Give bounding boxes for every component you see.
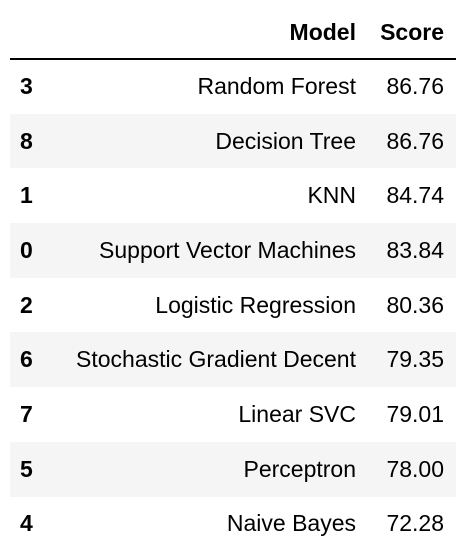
column-header-model: Model [50, 6, 368, 60]
table-row: 8 Decision Tree 86.76 [10, 113, 456, 169]
table-row: 1 KNN 84.74 [10, 168, 456, 223]
model-cell: Linear SVC [238, 400, 356, 427]
row-index: 6 [20, 346, 33, 373]
index-header [10, 6, 50, 60]
table-row: 2 Logistic Regression 80.36 [10, 278, 456, 333]
row-index: 4 [20, 510, 33, 537]
table-row: 0 Support Vector Machines 83.84 [10, 223, 456, 278]
table-row: 5 Perceptron 78.00 [10, 441, 456, 497]
score-cell: 79.35 [386, 346, 444, 373]
table-row: 6 Stochastic Gradient Decent 79.35 [10, 332, 456, 388]
score-cell: 79.01 [386, 400, 444, 427]
table-row: 4 Naive Bayes 72.28 [10, 497, 456, 552]
header-row: Model Score [10, 6, 456, 60]
score-cell: 83.84 [386, 236, 444, 263]
score-cell: 86.76 [386, 73, 444, 100]
table-row: 3 Random Forest 86.76 [10, 59, 456, 114]
model-score-table: Model Score 3 Random Forest 86.76 8 Deci… [10, 6, 456, 551]
model-cell: Support Vector Machines [99, 236, 356, 263]
model-cell: Random Forest [197, 73, 356, 100]
score-cell: 78.00 [386, 455, 444, 482]
row-index: 8 [20, 127, 33, 154]
row-index: 0 [20, 236, 33, 263]
column-header-score: Score [368, 6, 456, 60]
score-cell: 86.76 [386, 127, 444, 154]
table-row: 7 Linear SVC 79.01 [10, 387, 456, 442]
model-cell: Perceptron [243, 455, 356, 482]
score-cell: 84.74 [386, 182, 444, 209]
row-index: 3 [20, 73, 33, 100]
row-index: 2 [20, 291, 33, 318]
model-cell: Logistic Regression [155, 291, 356, 318]
model-cell: Naive Bayes [226, 510, 356, 537]
model-cell: KNN [307, 182, 356, 209]
table-body: 3 Random Forest 86.76 8 Decision Tree 86… [10, 59, 456, 551]
row-index: 1 [20, 182, 33, 209]
table-header: Model Score [10, 6, 456, 60]
score-cell: 72.28 [386, 510, 444, 537]
row-index: 7 [20, 400, 33, 427]
row-index: 5 [20, 455, 33, 482]
score-cell: 80.36 [386, 291, 444, 318]
model-cell: Stochastic Gradient Decent [76, 346, 356, 373]
model-cell: Decision Tree [215, 127, 356, 154]
